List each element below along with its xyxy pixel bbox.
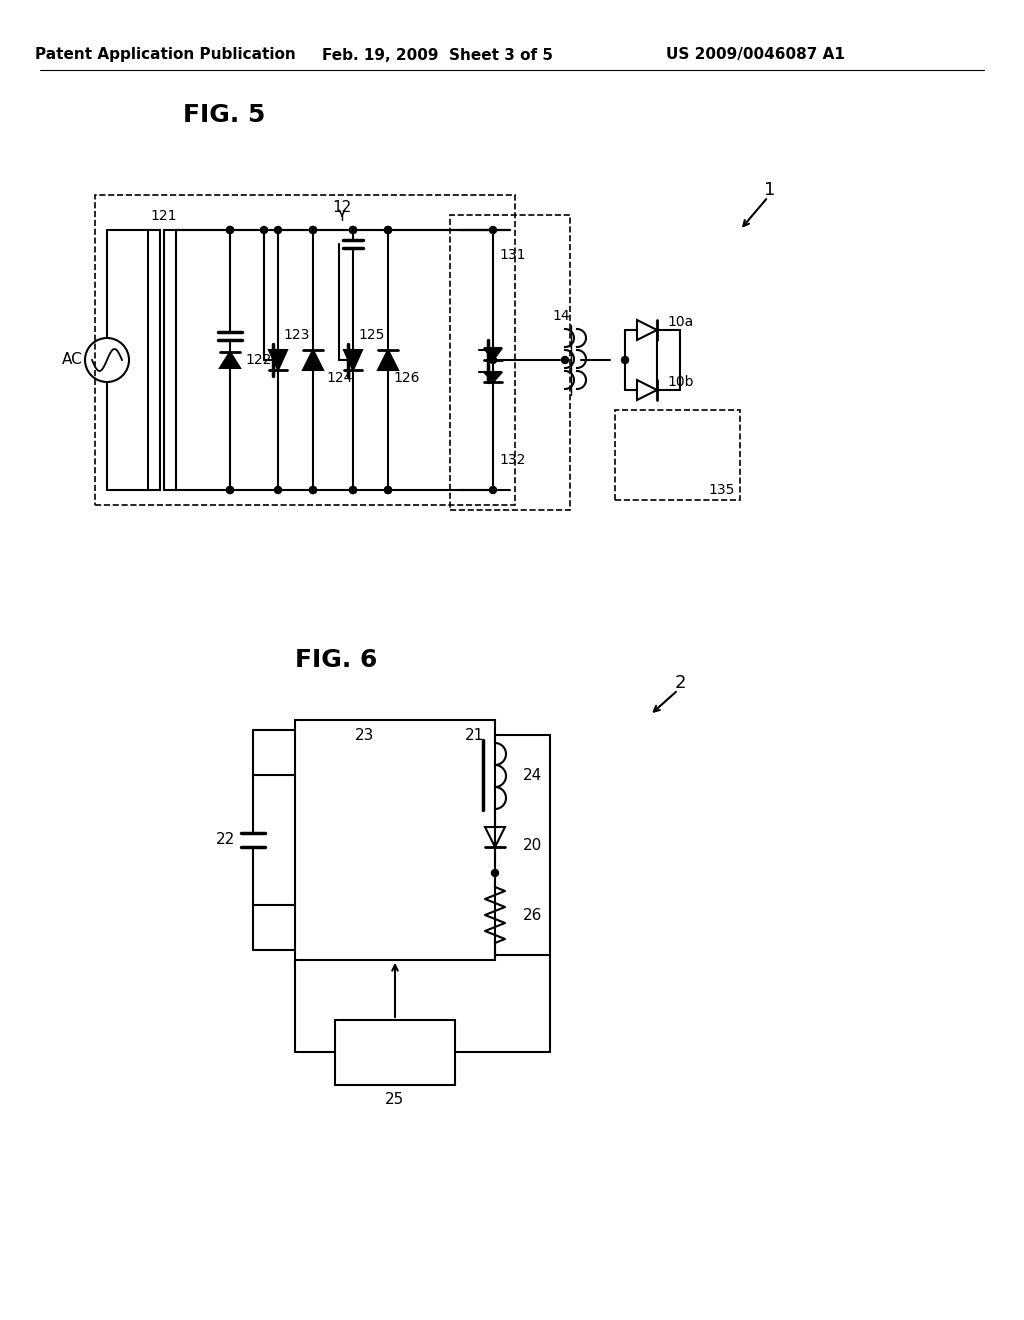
Circle shape: [489, 227, 497, 234]
Circle shape: [309, 227, 316, 234]
Circle shape: [384, 487, 391, 494]
Bar: [164, 230, 176, 490]
Circle shape: [226, 227, 233, 234]
Polygon shape: [269, 350, 287, 370]
Circle shape: [384, 227, 391, 234]
Circle shape: [349, 487, 356, 494]
Text: AC: AC: [61, 352, 82, 367]
Text: 14: 14: [552, 309, 569, 323]
Circle shape: [492, 870, 499, 876]
Circle shape: [226, 487, 233, 494]
Text: 124: 124: [326, 371, 352, 385]
Text: Feb. 19, 2009  Sheet 3 of 5: Feb. 19, 2009 Sheet 3 of 5: [322, 48, 553, 62]
Text: 121: 121: [151, 209, 177, 223]
Bar: [450, 215, 570, 510]
Bar: [148, 230, 160, 490]
Circle shape: [349, 487, 356, 494]
Text: 22: 22: [216, 833, 234, 847]
Circle shape: [309, 227, 316, 234]
Circle shape: [226, 227, 233, 234]
Circle shape: [349, 227, 356, 234]
Polygon shape: [344, 350, 362, 370]
Polygon shape: [484, 348, 502, 360]
Text: 24: 24: [523, 767, 543, 783]
Circle shape: [622, 356, 629, 363]
Text: 131: 131: [499, 248, 525, 261]
Bar: [95, 195, 515, 506]
Circle shape: [274, 227, 282, 234]
Polygon shape: [378, 350, 398, 370]
Circle shape: [489, 487, 497, 494]
Text: 1: 1: [764, 181, 776, 199]
Text: 26: 26: [523, 908, 543, 923]
Text: 20: 20: [523, 837, 543, 853]
Text: FIG. 5: FIG. 5: [183, 103, 265, 127]
Text: US 2009/0046087 A1: US 2009/0046087 A1: [666, 48, 845, 62]
Circle shape: [226, 487, 233, 494]
Bar: [295, 719, 495, 960]
Text: 12: 12: [333, 199, 351, 214]
Polygon shape: [220, 352, 240, 368]
Text: 10b: 10b: [667, 375, 693, 389]
Text: 132: 132: [499, 453, 525, 467]
Text: 25: 25: [385, 1093, 404, 1107]
Bar: [615, 411, 740, 500]
Text: 10a: 10a: [667, 315, 693, 329]
Circle shape: [349, 227, 356, 234]
Polygon shape: [303, 350, 323, 370]
Circle shape: [561, 356, 568, 363]
Text: 21: 21: [465, 727, 484, 742]
Circle shape: [384, 227, 391, 234]
Text: Patent Application Publication: Patent Application Publication: [35, 48, 295, 62]
Circle shape: [489, 356, 497, 363]
Circle shape: [384, 487, 391, 494]
Text: 135: 135: [709, 483, 735, 498]
Text: 126: 126: [393, 371, 420, 385]
Polygon shape: [484, 372, 502, 381]
Circle shape: [260, 227, 267, 234]
Text: 125: 125: [358, 327, 384, 342]
Text: FIG. 6: FIG. 6: [295, 648, 378, 672]
Text: 23: 23: [355, 727, 375, 742]
Text: 122: 122: [245, 352, 271, 367]
Text: 2: 2: [674, 675, 686, 692]
Circle shape: [309, 487, 316, 494]
Bar: [335, 1020, 455, 1085]
Circle shape: [274, 487, 282, 494]
Circle shape: [309, 487, 316, 494]
Text: 123: 123: [283, 327, 309, 342]
